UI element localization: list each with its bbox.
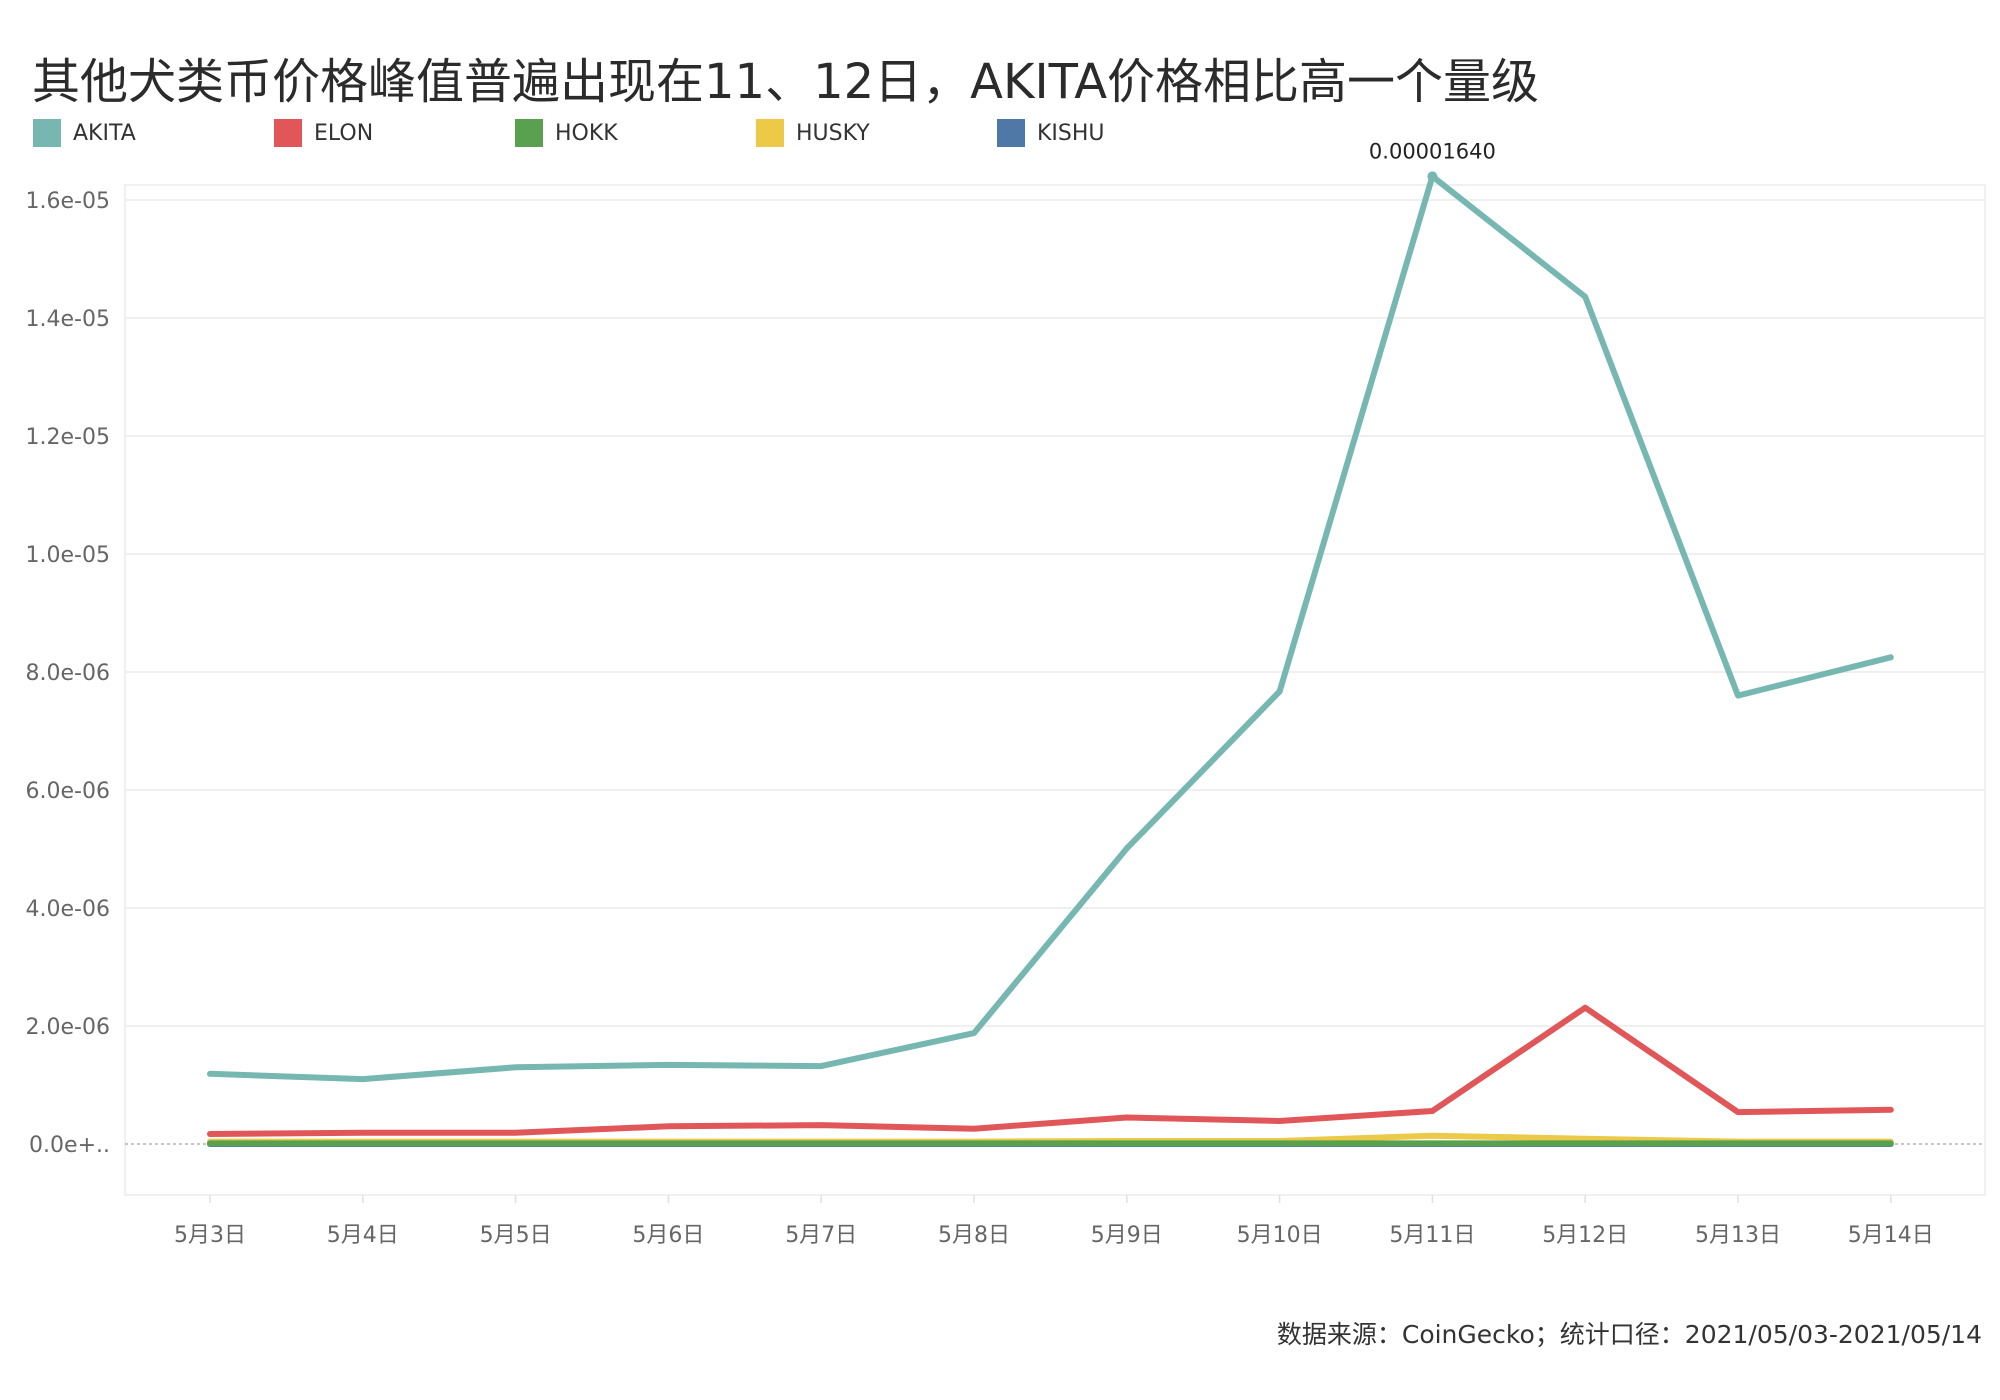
y-tick-label: 1.6e-05	[26, 189, 110, 214]
legend-item-kishu[interactable]: KISHU	[997, 118, 1105, 148]
legend-swatch-hokk	[515, 119, 543, 147]
legend-label: ELON	[314, 120, 374, 146]
chart-title: 其他犬类币价格峰值普遍出现在11、12日，AKITA价格相比高一个量级	[32, 54, 1540, 110]
series-line-akita[interactable]	[207, 173, 1894, 1083]
legend-label: HUSKY	[796, 120, 870, 146]
x-tick-label: 5月10日	[1237, 1223, 1323, 1248]
legend-label: AKITA	[73, 120, 136, 146]
legend-swatch-akita	[33, 119, 61, 147]
x-tick-label: 5月9日	[1091, 1223, 1163, 1248]
x-tick-label: 5月14日	[1848, 1223, 1934, 1248]
legend-item-akita[interactable]: AKITA	[33, 118, 136, 148]
source-footnote: 数据来源：CoinGecko；统计口径：2021/05/03-2021/05/1…	[1276, 1320, 1982, 1349]
y-tick-label: 0.0e+..	[29, 1133, 110, 1158]
plot-area	[124, 184, 1986, 1196]
x-tick-label: 5月3日	[174, 1223, 246, 1248]
legend-label: HOKK	[555, 120, 618, 146]
x-tick-label: 5月12日	[1542, 1223, 1628, 1248]
y-tick-label: 8.0e-06	[26, 661, 110, 686]
legend-item-husky[interactable]: HUSKY	[756, 118, 870, 148]
peak-marker[interactable]	[1427, 171, 1438, 182]
y-tick-label: 1.2e-05	[26, 425, 110, 450]
x-tick-label: 5月7日	[785, 1223, 857, 1248]
x-tick-label: 5月4日	[327, 1223, 399, 1248]
x-tick-label: 5月13日	[1695, 1223, 1781, 1248]
peak-annotation: 0.00001640	[1369, 139, 1496, 163]
x-tick-label: 5月8日	[938, 1223, 1010, 1248]
y-tick-label: 4.0e-06	[26, 897, 110, 922]
legend-swatch-husky	[756, 119, 784, 147]
gridlines	[125, 199, 1985, 1027]
x-tick-label: 5月6日	[632, 1223, 704, 1248]
x-axis: 5月3日 5月4日 5月5日 5月6日 5月7日 5月8日 5月9日 5月10日 5月11日 5月…	[174, 1195, 1934, 1248]
y-tick-label: 2.0e-06	[26, 1015, 110, 1040]
series-lines	[207, 173, 1894, 1147]
series-line-elon[interactable]	[207, 1004, 1894, 1137]
legend-swatch-kishu	[997, 119, 1025, 147]
x-tick-label: 5月5日	[480, 1223, 552, 1248]
y-tick-label: 1.0e-05	[26, 543, 110, 568]
y-tick-label: 1.4e-05	[26, 307, 110, 332]
legend-item-elon[interactable]: ELON	[274, 118, 373, 148]
y-axis: 0.0e+.. 2.0e-06 4.0e-06 6.0e-06 8.0e-06 1.0e-…	[26, 189, 110, 1158]
legend-item-hokk[interactable]: HOKK	[515, 118, 618, 148]
x-tick-label: 5月11日	[1389, 1223, 1475, 1248]
legend-label: KISHU	[1037, 120, 1105, 146]
y-tick-label: 6.0e-06	[26, 779, 110, 804]
legend-swatch-elon	[274, 119, 302, 147]
